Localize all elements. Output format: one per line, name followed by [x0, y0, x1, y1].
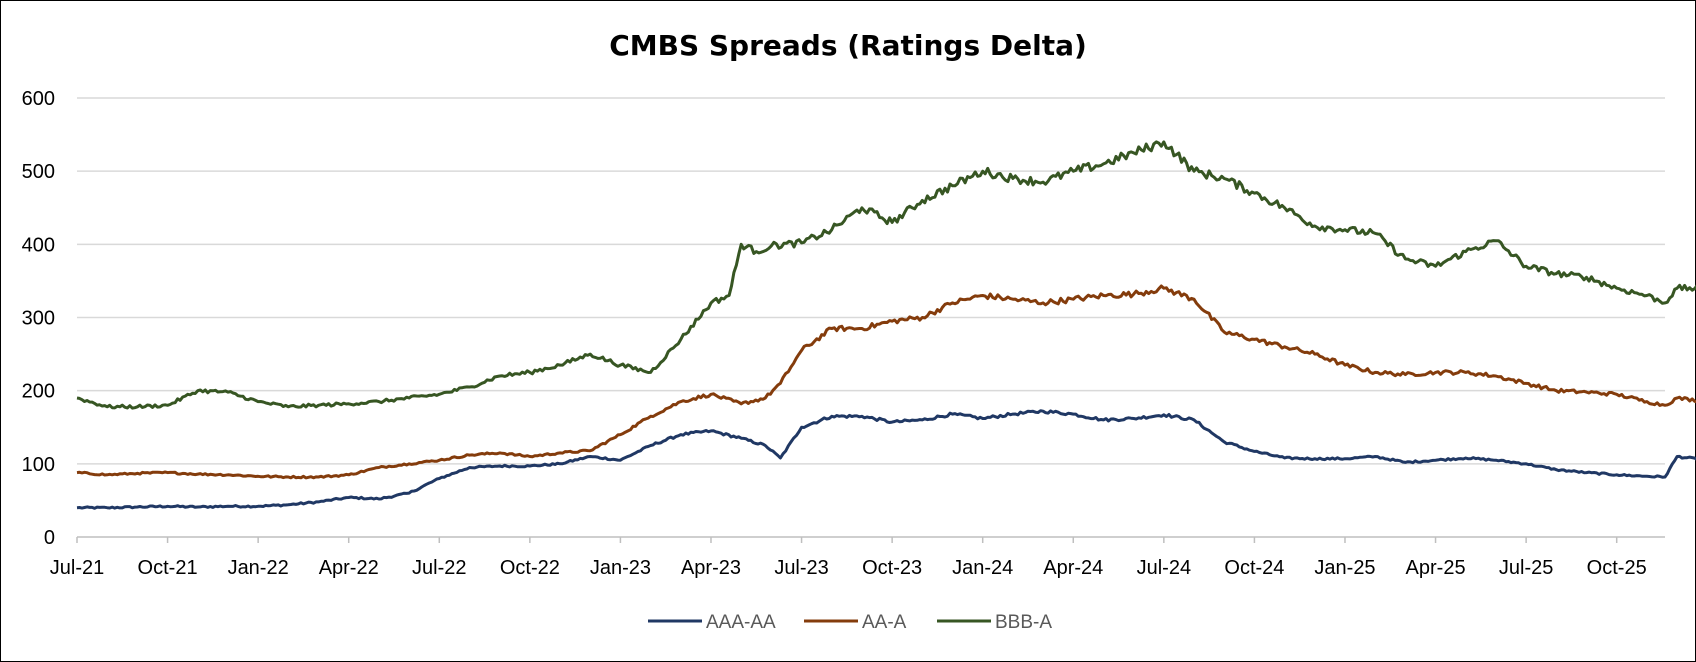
legend-label: AA-A	[862, 612, 907, 633]
series-line-aa-a	[76, 284, 1696, 480]
legend: AAA-AA AA-A BBB-A	[648, 612, 1052, 633]
y-tick-label: 100	[22, 454, 55, 476]
y-tick-label: 300	[22, 308, 55, 330]
series-lines	[76, 140, 1696, 510]
x-tick-label: Oct-23	[862, 557, 922, 579]
x-tick-label: Apr-24	[1043, 557, 1103, 579]
x-tick-label: Jul-25	[1499, 557, 1553, 579]
y-tick-label: 0	[44, 527, 55, 549]
legend-label: BBB-A	[995, 612, 1052, 633]
x-tick-label: Jul-22	[412, 557, 466, 579]
series-line-aaa-aa	[76, 409, 1696, 510]
y-tick-label: 600	[22, 88, 55, 110]
y-axis-tick-labels: 0 100 200 300 400 500 600	[22, 88, 55, 549]
x-tick-label: Jan-23	[590, 557, 651, 579]
y-tick-label: 400	[22, 234, 55, 256]
x-tick-label: Oct-24	[1224, 557, 1284, 579]
x-tick-label: Oct-22	[500, 557, 560, 579]
y-tick-label: 500	[22, 161, 55, 183]
x-tick-label: Jul-23	[774, 557, 828, 579]
x-tick-label: Apr-25	[1406, 557, 1466, 579]
x-axis-tick-labels: Jul-21 Oct-21 Jan-22 Apr-22 Jul-22 Oct-22 Jan-…	[50, 557, 1647, 579]
x-tick-label: Oct-21	[138, 557, 198, 579]
x-tick-label: Jul-24	[1137, 557, 1191, 579]
x-tick-label: Jan-22	[228, 557, 289, 579]
x-axis	[76, 536, 1665, 543]
x-tick-label: Apr-23	[681, 557, 741, 579]
x-tick-label: Jan-24	[952, 557, 1013, 579]
chart-title: CMBS Spreads (Ratings Delta)	[609, 29, 1087, 62]
x-tick-label: Apr-22	[319, 557, 379, 579]
x-tick-label: Jan-25	[1314, 557, 1375, 579]
y-tick-label: 200	[22, 381, 55, 403]
x-tick-label: Jul-21	[50, 557, 104, 579]
series-line-bbb-a	[76, 140, 1696, 410]
gridlines	[77, 97, 1665, 465]
x-tick-label: Oct-25	[1587, 557, 1647, 579]
legend-label: AAA-AA	[706, 612, 776, 633]
